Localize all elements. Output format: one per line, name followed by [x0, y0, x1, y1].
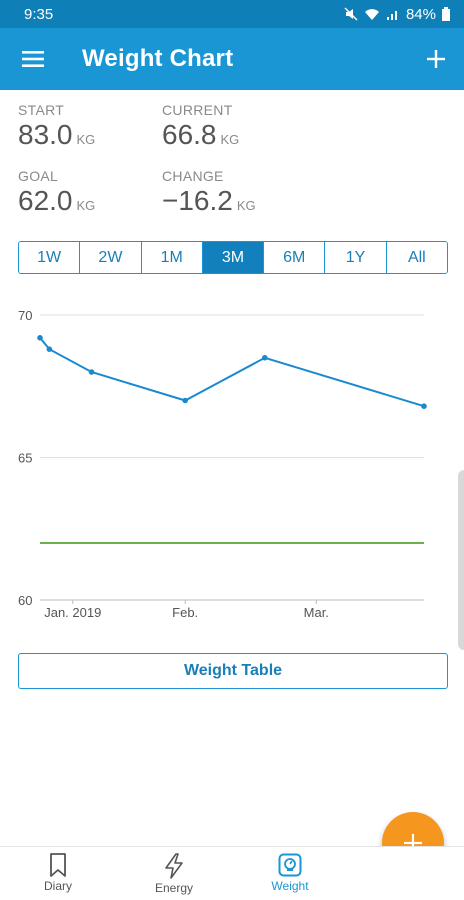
nav-item-diary[interactable]: Diary — [0, 847, 116, 900]
stat-current-value: 66.8 — [162, 119, 217, 150]
weight-series-line — [39, 337, 425, 408]
nav-label-diary: Diary — [43, 879, 72, 893]
data-point — [46, 346, 53, 352]
menu-button[interactable] — [0, 28, 66, 90]
nav-label-weight: Weight — [271, 879, 309, 893]
battery-icon — [442, 7, 450, 21]
stat-goal-value: 62.0 — [18, 185, 73, 216]
stat-change-label: CHANGE — [162, 168, 224, 184]
signal-icon — [386, 11, 397, 20]
battery-percent: 84% — [405, 5, 436, 23]
x-tick-label: Mar. — [304, 605, 329, 620]
lightning-icon — [165, 853, 183, 879]
weight-table-button[interactable]: Weight Table — [18, 653, 448, 689]
plus-icon — [427, 50, 445, 68]
range-tab-2w[interactable]: 2W — [80, 242, 142, 273]
stat-change-value: −16.2 — [162, 185, 233, 216]
data-point — [421, 403, 427, 409]
stat-current: CURRENT 66.8 KG — [162, 102, 239, 151]
stat-goal-label: GOAL — [18, 168, 59, 184]
stat-change-unit: KG — [236, 198, 256, 213]
range-selector: 1W 2W 1M 3M 6M 1Y All — [18, 241, 448, 274]
bottom-navigation: Diary Energy Weight — [0, 846, 464, 900]
stat-start-unit: KG — [76, 132, 96, 147]
stat-start-label: START — [18, 102, 65, 118]
status-bar: 9:35 84% — [0, 0, 464, 28]
scale-icon — [278, 853, 302, 877]
range-tab-3m[interactable]: 3M — [202, 242, 265, 273]
wifi-icon — [364, 9, 379, 20]
range-tab-1m[interactable]: 1M — [141, 242, 203, 273]
range-tab-all[interactable]: All — [386, 242, 447, 273]
range-tab-6m[interactable]: 6M — [264, 242, 326, 273]
bookmark-icon — [50, 853, 66, 877]
weight-chart: 70 65 60 Jan. 2019 Feb. Mar. — [18, 308, 427, 620]
x-tick-label: Jan. 2019 — [44, 605, 101, 620]
stat-change: CHANGE −16.2 KG — [162, 168, 256, 217]
stat-goal: GOAL 62.0 KG — [18, 168, 95, 217]
y-tick-label: 60 — [18, 593, 32, 608]
data-point — [182, 397, 188, 404]
y-tick-label: 65 — [18, 451, 32, 466]
stat-start: START 83.0 KG — [18, 102, 95, 151]
stat-current-label: CURRENT — [162, 102, 233, 118]
y-tick-label: 70 — [18, 308, 32, 323]
stat-goal-unit: KG — [76, 198, 96, 213]
plus-icon — [404, 834, 422, 852]
page-title: Weight Chart — [82, 45, 234, 72]
nav-item-weight[interactable]: Weight — [232, 847, 348, 900]
stat-current-unit: KG — [220, 132, 240, 147]
nav-label-energy: Energy — [154, 881, 194, 895]
range-tab-1w[interactable]: 1W — [19, 242, 81, 273]
data-point — [261, 354, 268, 361]
data-point — [37, 335, 43, 341]
app-bar: Weight Chart — [0, 28, 464, 90]
nav-item-energy[interactable]: Energy — [116, 847, 232, 900]
data-point — [88, 369, 95, 375]
x-tick-label: Feb. — [172, 605, 198, 620]
mute-icon — [344, 7, 358, 21]
stat-start-value: 83.0 — [18, 119, 73, 150]
add-button[interactable] — [408, 28, 464, 90]
range-tab-1y[interactable]: 1Y — [325, 242, 387, 273]
status-time: 9:35 — [24, 5, 54, 23]
side-panel-handle[interactable] — [458, 470, 464, 650]
hamburger-icon — [22, 51, 44, 67]
status-icons: 84% — [344, 6, 450, 23]
